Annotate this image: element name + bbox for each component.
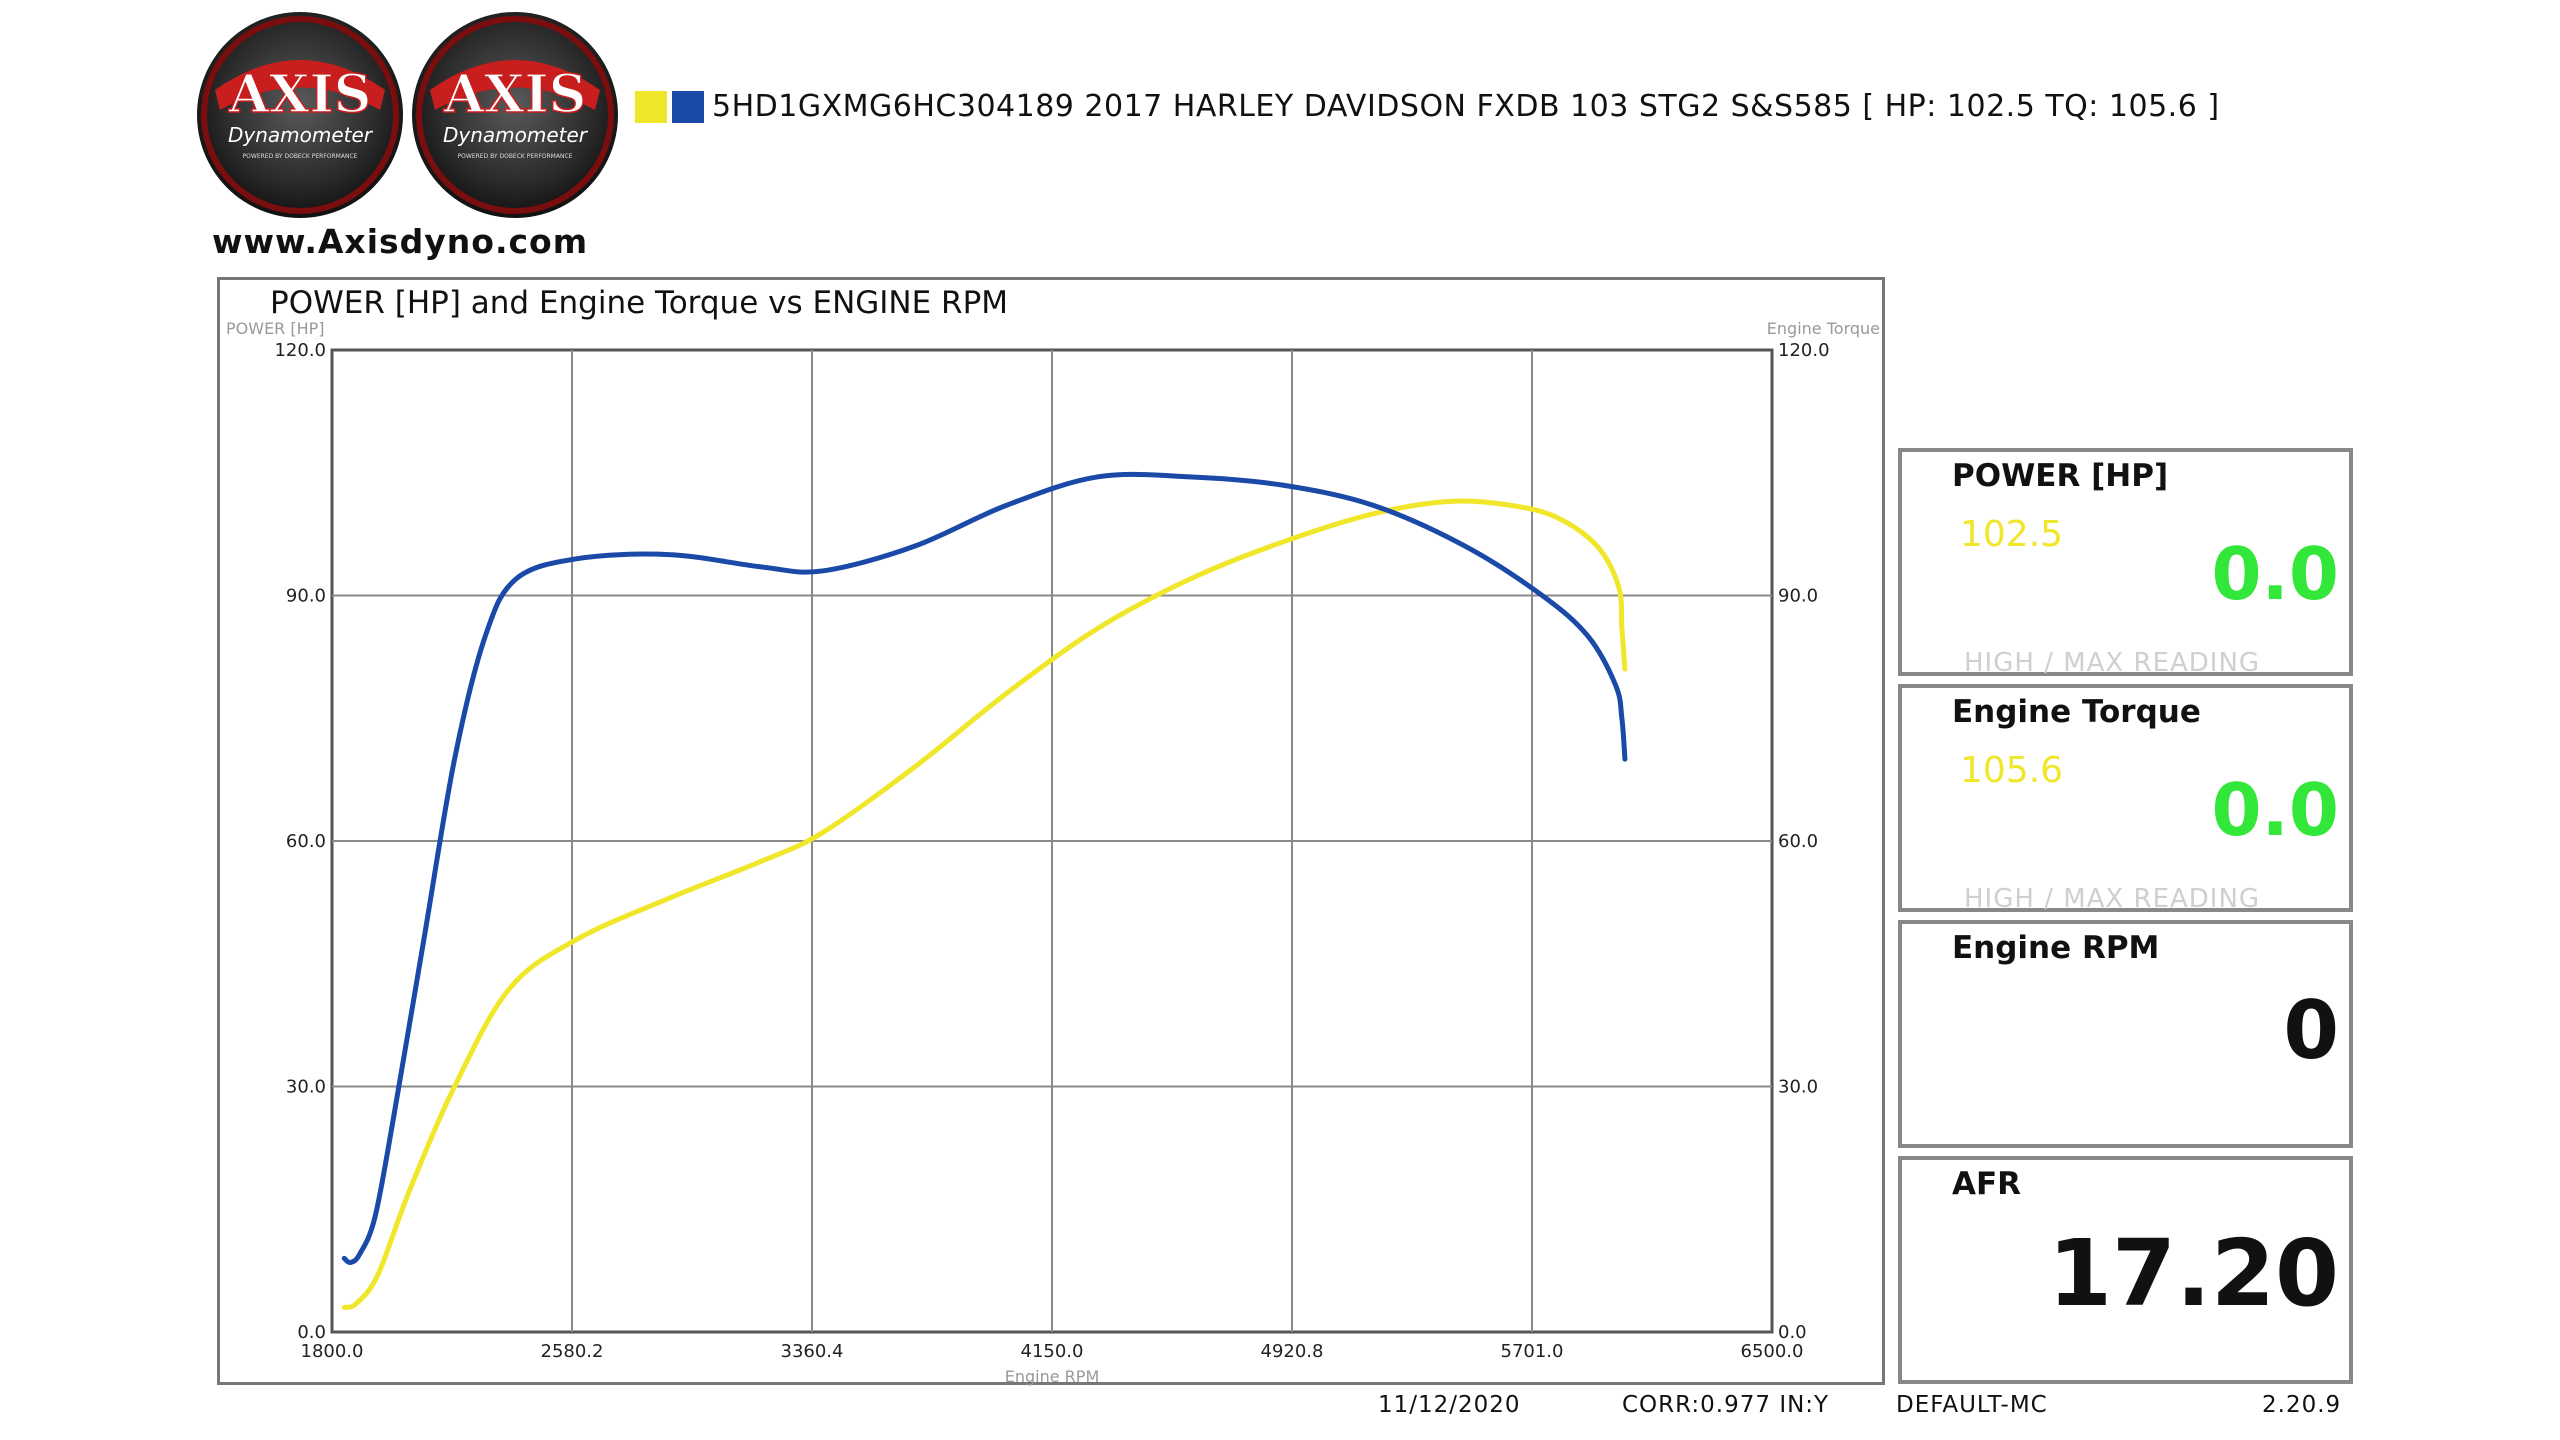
- panel-rpm-title: Engine RPM: [1952, 930, 2160, 966]
- panel-torque-max: 105.6: [1960, 750, 2064, 791]
- panel-afr: AFR 17.20: [1898, 1156, 2353, 1384]
- chart-title: POWER [HP] and Engine Torque vs ENGINE R…: [270, 285, 1008, 321]
- y-axis-right-label: Engine Torque: [1767, 319, 1880, 338]
- logo-brand-text: AXIS: [228, 64, 372, 125]
- panel-afr-title: AFR: [1952, 1166, 2022, 1202]
- x-tick-label: 2580.2: [541, 1341, 604, 1362]
- website-link[interactable]: www.Axisdyno.com: [212, 222, 589, 261]
- series-line-torque: [341, 471, 1628, 1265]
- footer-corr: CORR:0.977 IN:Y: [1622, 1392, 1830, 1418]
- panel-rpm: Engine RPM 0: [1898, 920, 2353, 1148]
- logo-sub-text: Dynamometer: [228, 123, 374, 147]
- y-tick-label-right: 0.0: [1778, 1322, 1807, 1343]
- x-tick-label: 1800.0: [301, 1341, 364, 1362]
- x-axis-label: Engine RPM: [1005, 1367, 1100, 1386]
- panel-rpm-value: 0: [2283, 984, 2339, 1077]
- panel-torque-title: Engine Torque: [1952, 694, 2201, 730]
- x-tick-label: 3360.4: [781, 1341, 844, 1362]
- logo-tag-text: POWERED BY DOBECK PERFORMANCE: [458, 153, 573, 160]
- footer-date: 11/12/2020: [1378, 1392, 1521, 1418]
- footer-profile: DEFAULT-MC: [1896, 1392, 2048, 1418]
- run-title: 5HD1GXMG6HC304189 2017 HARLEY DAVIDSON F…: [712, 89, 2220, 124]
- y-axis-left-label: POWER [HP]: [226, 319, 325, 338]
- logo-tag-text: POWERED BY DOBECK PERFORMANCE: [243, 153, 358, 160]
- panel-torque: Engine Torque 105.6 0.0 HIGH / MAX READI…: [1898, 684, 2353, 914]
- panel-power-value: 0.0: [2211, 532, 2339, 616]
- x-tick-label: 5701.0: [1501, 1341, 1564, 1362]
- logo-brand-text: AXIS: [443, 64, 587, 125]
- y-tick-label-left: 0.0: [297, 1322, 326, 1343]
- logo-sub-text: Dynamometer: [443, 123, 589, 147]
- panel-power-max: 102.5: [1960, 514, 2064, 555]
- chart-frame: [217, 277, 1885, 1385]
- panel-power-footnote: HIGH / MAX READING: [1964, 648, 2261, 678]
- x-tick-label: 6500.0: [1741, 1341, 1804, 1362]
- footer-version: 2.20.9: [2262, 1392, 2342, 1418]
- legend-swatch-power: [635, 91, 667, 123]
- y-tick-label-right: 30.0: [1778, 1077, 1818, 1098]
- y-tick-label-left: 30.0: [286, 1077, 326, 1098]
- series-line-power: [341, 498, 1628, 1310]
- panel-power: POWER [HP] 102.5 0.0 HIGH / MAX READING: [1898, 448, 2353, 678]
- panel-torque-footnote: HIGH / MAX READING: [1964, 884, 2261, 914]
- panel-afr-value: 17.20: [2047, 1220, 2339, 1327]
- axis-logo-left: AXIS Dynamometer POWERED BY DOBECK PERFO…: [197, 12, 403, 218]
- legend-swatch-torque: [672, 91, 704, 123]
- x-tick-label: 4920.8: [1261, 1341, 1324, 1362]
- y-tick-label-left: 60.0: [286, 831, 326, 852]
- panel-torque-value: 0.0: [2211, 768, 2339, 852]
- panel-power-title: POWER [HP]: [1952, 458, 2169, 494]
- x-tick-label: 4150.0: [1021, 1341, 1084, 1362]
- axis-logo-right: AXIS Dynamometer POWERED BY DOBECK PERFO…: [412, 12, 618, 218]
- y-tick-label-left: 90.0: [286, 586, 326, 607]
- y-tick-label-left: 120.0: [274, 340, 326, 361]
- y-tick-label-right: 90.0: [1778, 586, 1818, 607]
- y-tick-label-right: 60.0: [1778, 831, 1818, 852]
- y-tick-label-right: 120.0: [1778, 340, 1830, 361]
